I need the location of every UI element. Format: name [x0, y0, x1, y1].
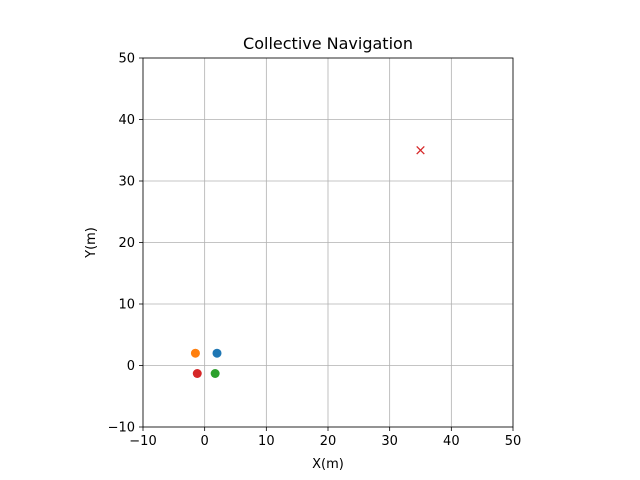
- marks: [190, 145, 425, 378]
- y-tick-label: 20: [118, 236, 135, 251]
- x-tick-label: 20: [320, 434, 337, 449]
- agent-point-3: [210, 368, 220, 378]
- target-marker: [416, 145, 425, 155]
- y-tick-label: −10: [108, 421, 135, 436]
- agent-point-2: [190, 348, 200, 358]
- x-tick-label: 0: [201, 434, 209, 449]
- y-tick-label: 30: [118, 175, 135, 190]
- target-marker-stroke: [416, 145, 425, 155]
- x-tick-label: 10: [258, 434, 275, 449]
- x-tick-label: 30: [381, 434, 398, 449]
- x-tick-label: 50: [505, 434, 522, 449]
- agent-point-1: [212, 348, 222, 358]
- y-tick-label: 40: [118, 113, 135, 128]
- x-axis-label: X(m): [312, 457, 344, 472]
- agent-point-4: [192, 368, 202, 378]
- y-tick-label: 0: [127, 359, 135, 374]
- ticks: −10 0 10 20 30 40 50 −10 0 10 20 30 40 50: [108, 52, 522, 450]
- plot-frame: [142, 57, 514, 428]
- y-tick-label: 10: [118, 298, 135, 313]
- y-tick-label: 50: [118, 52, 135, 67]
- x-tick-label: −10: [129, 434, 156, 449]
- x-tick-label: 40: [443, 434, 460, 449]
- y-axis-label: Y(m): [84, 227, 99, 259]
- chart-title: Collective Navigation: [243, 34, 413, 53]
